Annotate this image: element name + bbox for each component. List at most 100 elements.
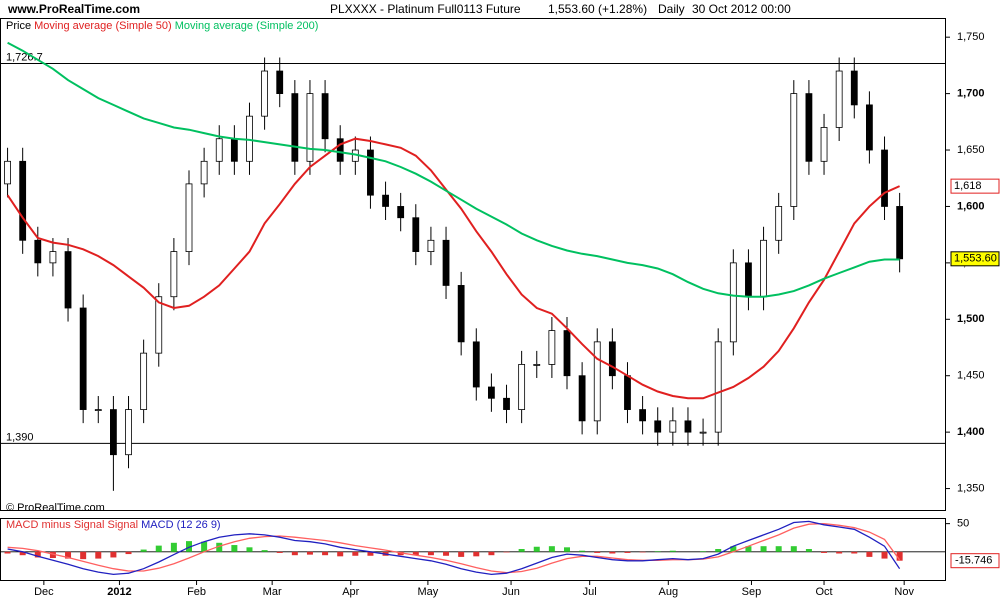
- histogram-bar: [639, 551, 646, 553]
- histogram-bar: [95, 551, 102, 559]
- candle-body: [790, 93, 798, 207]
- candle-body: [382, 194, 389, 207]
- histogram-bar: [49, 551, 56, 559]
- candle-body: [276, 70, 284, 95]
- histogram-bar: [34, 551, 41, 558]
- histogram-bar: [125, 551, 132, 555]
- site-name: www.ProRealTime.com: [7, 2, 140, 16]
- histogram-bar: [564, 547, 570, 552]
- histogram-bar: [533, 546, 540, 552]
- histogram-bar: [337, 551, 344, 557]
- last-value-box: [950, 178, 1000, 194]
- histogram-bar: [80, 551, 87, 560]
- x-tick-label: Sep: [742, 586, 762, 598]
- histogram-bar: [110, 551, 117, 558]
- candle-body: [760, 239, 767, 298]
- candle-body: [593, 341, 601, 422]
- x-tick-label: Oct: [815, 586, 832, 598]
- histogram-bar: [548, 546, 555, 552]
- histogram-bar: [458, 551, 465, 557]
- price-frame: [0, 18, 946, 511]
- histogram-bar: [155, 545, 162, 552]
- legend-signal: Signal: [107, 519, 138, 531]
- histogram-bar: [654, 551, 661, 552]
- candle-body: [94, 409, 102, 411]
- candle-body: [397, 206, 405, 219]
- histogram-bar: [730, 546, 737, 552]
- candle-body: [321, 93, 329, 140]
- candle-body: [503, 397, 510, 410]
- histogram-bar: [4, 551, 11, 554]
- x-tick-label: Feb: [187, 586, 206, 598]
- histogram-bar: [170, 542, 177, 552]
- x-tick-label: Jul: [583, 586, 597, 598]
- histogram-bar: [201, 541, 208, 552]
- histogram-bar: [231, 545, 238, 552]
- histogram-bar: [624, 551, 631, 553]
- histogram-bar: [488, 551, 495, 556]
- candle-body: [578, 375, 586, 422]
- histogram-bar: [246, 547, 253, 552]
- histogram-bar: [276, 551, 283, 553]
- histogram-bar: [443, 551, 450, 556]
- level-label: 1,726.7: [6, 51, 43, 63]
- y-tick-label: 1,700: [957, 88, 985, 100]
- histogram-bar: [669, 550, 676, 552]
- series-line: [6, 137, 901, 400]
- candle-body: [412, 217, 420, 252]
- candle-body: [835, 70, 843, 128]
- legend-macd: MACD (12 26 9): [141, 519, 220, 531]
- candle-body: [654, 420, 662, 433]
- candle-body: [472, 341, 480, 388]
- macd-legend: MACD minus Signal Signal MACD (12 26 9): [6, 519, 221, 531]
- x-tick-label: Apr: [342, 586, 359, 598]
- last-value-box: [950, 251, 1000, 267]
- histogram-bar: [261, 550, 268, 552]
- x-tick-label: May: [418, 586, 439, 598]
- histogram-bar: [19, 551, 26, 556]
- legend-price: Price: [6, 20, 31, 32]
- candle-body: [729, 262, 737, 343]
- x-tick-label: Dec: [34, 586, 54, 598]
- histogram-bar: [790, 546, 797, 552]
- last-value-box: [950, 553, 1000, 569]
- histogram-bar: [609, 551, 616, 554]
- level-label: 1,390: [6, 431, 34, 443]
- x-tick-label: Aug: [659, 586, 679, 598]
- legend-ma200: Moving average (Simple 200): [175, 20, 319, 32]
- histogram-bar: [760, 546, 767, 552]
- histogram-bar: [412, 551, 419, 556]
- candle-body: [487, 386, 495, 399]
- candle-body: [639, 409, 646, 422]
- macd-frame: [0, 518, 946, 581]
- y-tick-label: 50: [957, 518, 969, 530]
- last-value-label: 1,618: [954, 180, 982, 192]
- histogram-bar: [805, 549, 812, 552]
- candle-body: [155, 296, 163, 354]
- candle-body: [306, 93, 314, 162]
- y-tick-label: 1,450: [957, 370, 985, 382]
- candle-body: [533, 364, 541, 366]
- candle-body: [49, 251, 57, 264]
- copyright: © ProRealTime.com: [6, 502, 105, 514]
- candle-body: [866, 104, 873, 151]
- x-tick-label: 2012: [107, 586, 131, 598]
- histogram-bar: [306, 551, 313, 555]
- candle-body: [200, 160, 208, 185]
- candle-body: [896, 206, 904, 260]
- histogram-bar: [473, 551, 480, 557]
- y-tick-label: 1,750: [957, 31, 985, 43]
- histogram-bar: [836, 551, 843, 554]
- candle-body: [714, 341, 722, 433]
- last-value-label: -15.746: [955, 555, 992, 567]
- series-line: [7, 522, 901, 574]
- instrument-title: PLXXXX - Platinum Full0113 Future: [330, 2, 521, 16]
- period: Daily: [658, 2, 685, 16]
- histogram-bar: [896, 551, 903, 561]
- candle-body: [4, 160, 11, 185]
- y-tick-label: 1,650: [957, 144, 985, 156]
- histogram-bar: [881, 551, 888, 559]
- candle-body: [745, 262, 752, 298]
- candle-body: [548, 330, 556, 365]
